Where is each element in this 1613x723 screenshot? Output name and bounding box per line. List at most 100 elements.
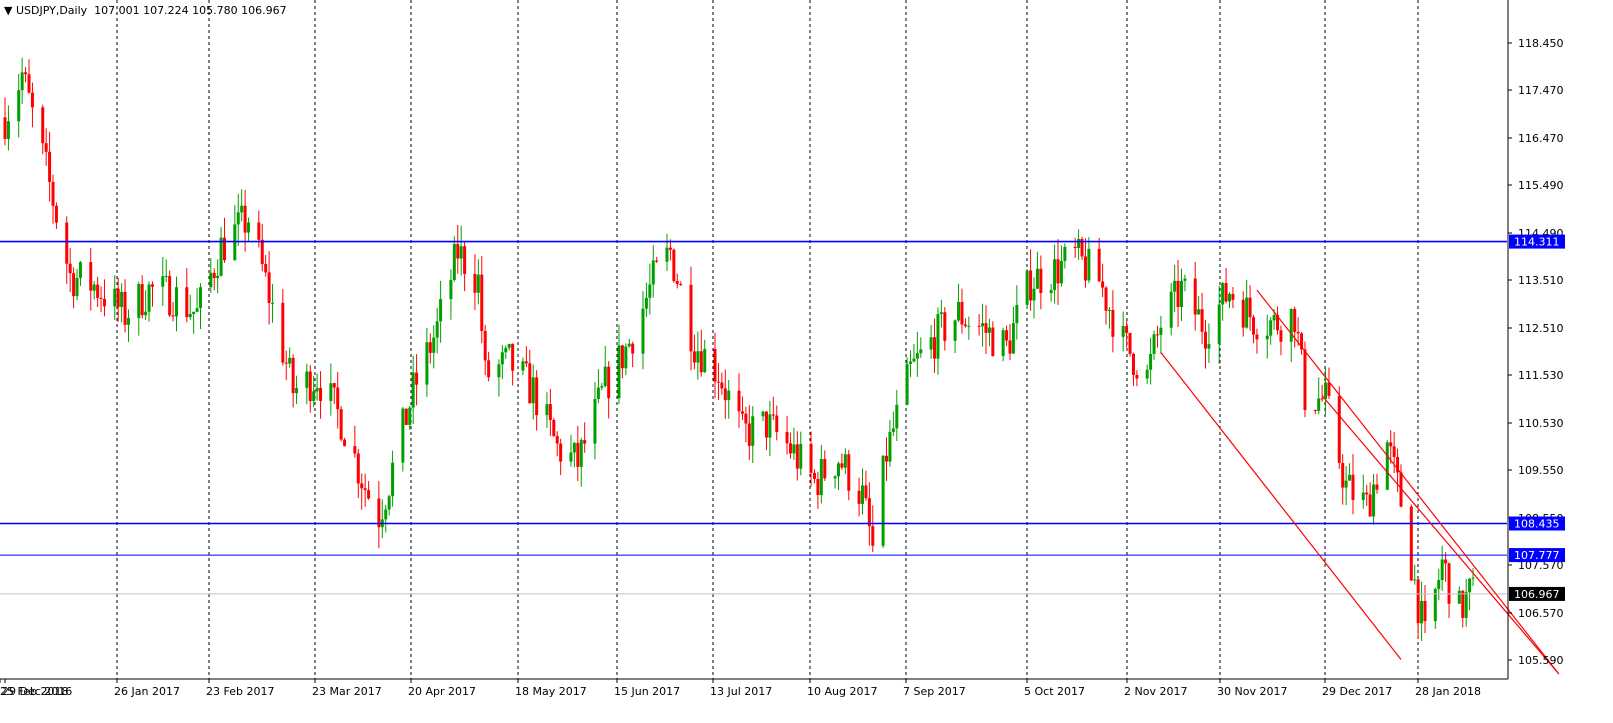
candle-body (1327, 382, 1331, 396)
candle-body (147, 284, 151, 312)
candle (216, 259, 220, 294)
symbol-label: USDJPY,Daily (15, 4, 88, 17)
candle (463, 241, 467, 292)
candle-body (1179, 280, 1183, 307)
candle (840, 453, 844, 470)
candle (1097, 237, 1101, 282)
candle-body (987, 327, 991, 333)
candle-body (339, 409, 343, 440)
candle (1337, 386, 1341, 469)
candle (1433, 587, 1437, 629)
candle-body (936, 314, 940, 359)
candle (1169, 282, 1173, 336)
x-tick-label: 29 Dec 2017 (1322, 685, 1392, 698)
candle (1245, 279, 1249, 329)
candle-body (96, 284, 100, 298)
candle-body (257, 222, 261, 240)
x-tick-label: 25 Feb 2018 (0, 685, 68, 698)
candle (65, 216, 69, 284)
candle (631, 341, 635, 368)
candle-body (332, 383, 336, 388)
candle (116, 277, 120, 322)
candle (963, 318, 967, 328)
candle-body (1255, 334, 1259, 340)
candle (504, 345, 508, 359)
candle-body (404, 408, 408, 425)
candle (99, 286, 103, 313)
candle-body (511, 343, 515, 371)
collapse-arrow-icon[interactable]: ▼ (4, 4, 13, 17)
candle-body (559, 443, 563, 462)
candle (809, 431, 813, 487)
candle-body (1173, 280, 1177, 292)
candle-body (195, 308, 199, 312)
candle (559, 438, 563, 475)
candle-body (89, 262, 93, 291)
candle-body (459, 246, 463, 259)
candle-body (78, 262, 82, 279)
candle-body (775, 415, 779, 433)
candle-body (771, 414, 775, 416)
candle (428, 333, 432, 364)
candle-body (483, 330, 487, 361)
low-value: 105.780 (192, 4, 238, 17)
candle-body (603, 366, 607, 387)
x-tick-label: 10 Aug 2017 (807, 685, 877, 698)
candle-body (1149, 353, 1153, 370)
candle (1248, 285, 1252, 331)
candle-body (1101, 281, 1105, 288)
candle-body (27, 74, 31, 93)
candle-body (473, 273, 477, 293)
candle-body (1293, 308, 1297, 332)
candle (761, 410, 765, 422)
candle-body (1279, 330, 1283, 342)
candle-body (1008, 340, 1012, 354)
candle-body (1241, 299, 1245, 328)
y-tick-label: 113.510 (1518, 274, 1564, 287)
open-value: 107.001 (94, 4, 140, 17)
candle-body (1337, 395, 1341, 463)
candle-body (185, 287, 189, 318)
x-tick-label: 20 Apr 2017 (408, 685, 476, 698)
candle-body (281, 302, 285, 363)
candle-body (308, 371, 312, 402)
candle-body (1324, 382, 1328, 399)
candle-body (957, 301, 961, 321)
candle (126, 309, 130, 342)
candle (1341, 454, 1345, 505)
candle (1197, 296, 1201, 315)
candle (51, 174, 55, 224)
candle-body (44, 143, 48, 152)
candle-body (75, 278, 79, 297)
candle (123, 279, 127, 333)
candle-body (1073, 246, 1077, 248)
candle (30, 82, 34, 128)
candle-body (3, 117, 7, 139)
candle (919, 337, 923, 358)
level-price-tag (1509, 234, 1565, 249)
candle-body (219, 237, 223, 276)
candle-body (689, 284, 693, 352)
candle (909, 350, 913, 378)
y-tick-label: 107.570 (1518, 559, 1564, 572)
candle (78, 260, 82, 286)
candle (1053, 244, 1057, 304)
x-tick-label: 13 Jul 2017 (710, 685, 772, 698)
candle (1471, 568, 1475, 587)
candle (199, 283, 203, 330)
candle-body (1135, 374, 1139, 379)
candle (1320, 384, 1324, 402)
candle-body (1265, 335, 1269, 340)
candle (1032, 277, 1036, 319)
y-tick-label: 115.490 (1518, 179, 1564, 192)
candle-body (857, 490, 861, 504)
candle (48, 132, 52, 202)
candle-body (720, 382, 724, 389)
candle-body (727, 390, 731, 401)
candle (1204, 319, 1207, 369)
candle-body (140, 284, 144, 316)
candle-body (905, 363, 909, 405)
candle (984, 305, 988, 355)
candle (521, 357, 525, 376)
